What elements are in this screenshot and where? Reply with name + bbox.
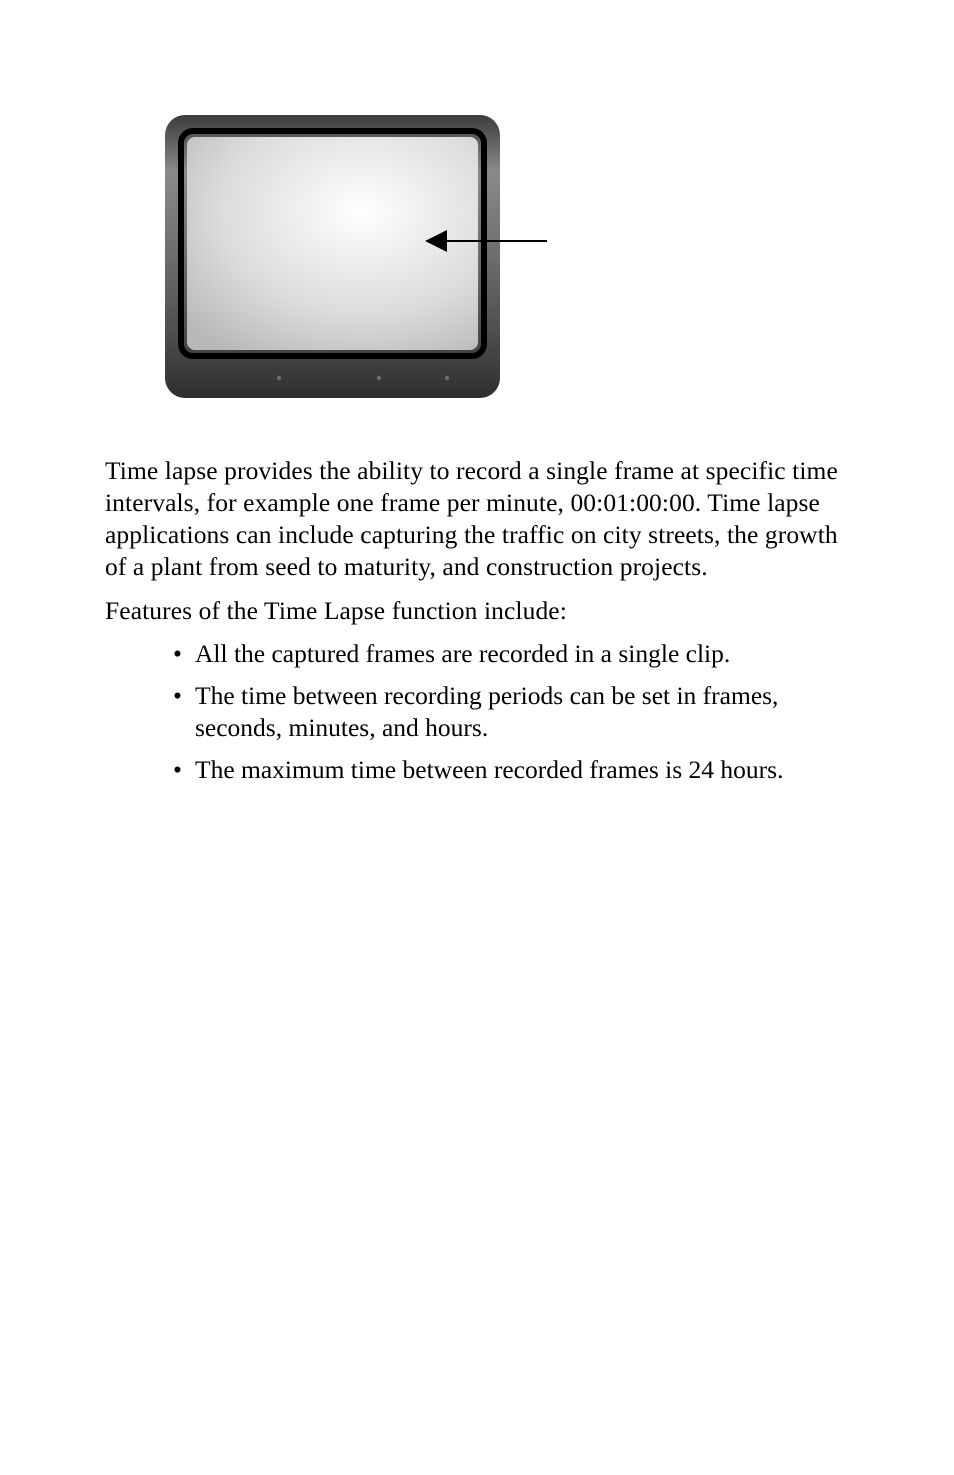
paragraph-features-lead: Features of the Time Lapse function incl…: [105, 595, 849, 627]
body-text: Time lapse provides the ability to recor…: [105, 455, 849, 786]
callout-arrow-line: [435, 240, 547, 242]
list-item: All the captured frames are recorded in …: [195, 638, 849, 670]
list-item: The time between recording periods can b…: [195, 680, 849, 744]
monitor-illustration: [165, 115, 500, 398]
figure-area: [105, 115, 849, 425]
feature-list: All the captured frames are recorded in …: [105, 638, 849, 786]
paragraph-intro: Time lapse provides the ability to recor…: [105, 455, 849, 583]
callout-arrow-head: [425, 230, 447, 252]
list-item: The maximum time between recorded frames…: [195, 754, 849, 786]
